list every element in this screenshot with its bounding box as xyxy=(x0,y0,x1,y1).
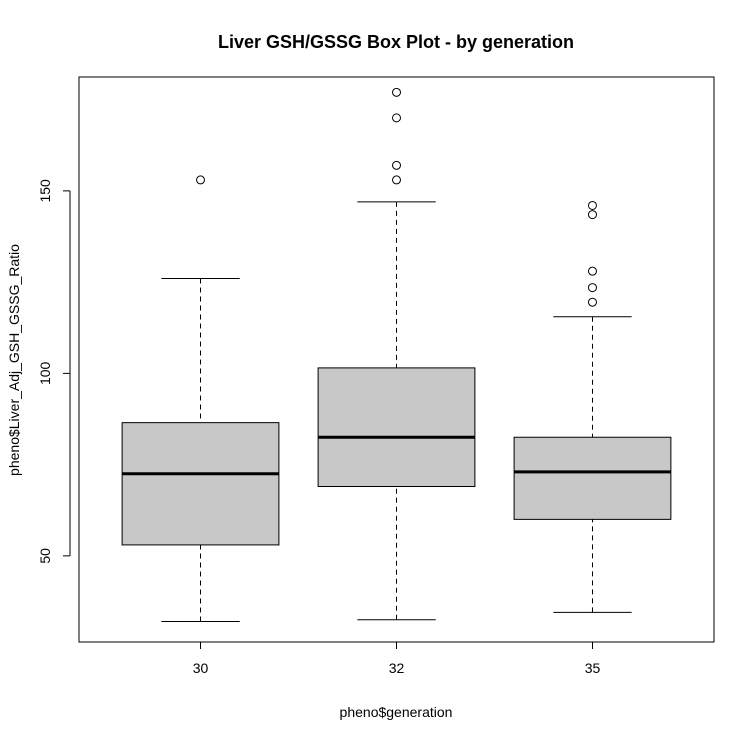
box-group-30 xyxy=(121,175,280,623)
outlier-point xyxy=(587,297,597,307)
outlier-point xyxy=(587,266,597,276)
y-axis: 50 100 150 xyxy=(37,179,71,564)
outlier-point xyxy=(392,113,401,123)
y-tick-label: 100 xyxy=(37,361,53,385)
outlier-point xyxy=(587,283,597,293)
iqr-box xyxy=(121,422,280,546)
x-tick-label: 32 xyxy=(389,660,405,676)
x-axis-label: pheno$generation xyxy=(340,704,453,720)
outlier-point xyxy=(196,175,206,185)
iqr-box xyxy=(317,367,476,488)
iqr-box xyxy=(513,436,672,520)
boxes-layer xyxy=(121,87,672,623)
x-tick-label: 30 xyxy=(193,660,209,676)
box-group-35 xyxy=(513,200,672,613)
outlier-point xyxy=(392,160,401,170)
x-tick-label: 35 xyxy=(585,660,601,676)
y-tick-label: 50 xyxy=(37,548,53,564)
outlier-point xyxy=(587,210,597,220)
outlier-point xyxy=(392,87,401,97)
y-tick-label: 150 xyxy=(37,179,53,203)
y-axis-label: pheno$Liver_Adj_GSH_GSSG_Ratio xyxy=(6,244,22,476)
outlier-point xyxy=(392,175,401,185)
box-group-32 xyxy=(317,87,476,621)
x-axis: 30 32 35 xyxy=(193,641,601,676)
outlier-point xyxy=(587,200,597,210)
chart-title: Liver GSH/GSSG Box Plot - by generation xyxy=(218,32,574,52)
